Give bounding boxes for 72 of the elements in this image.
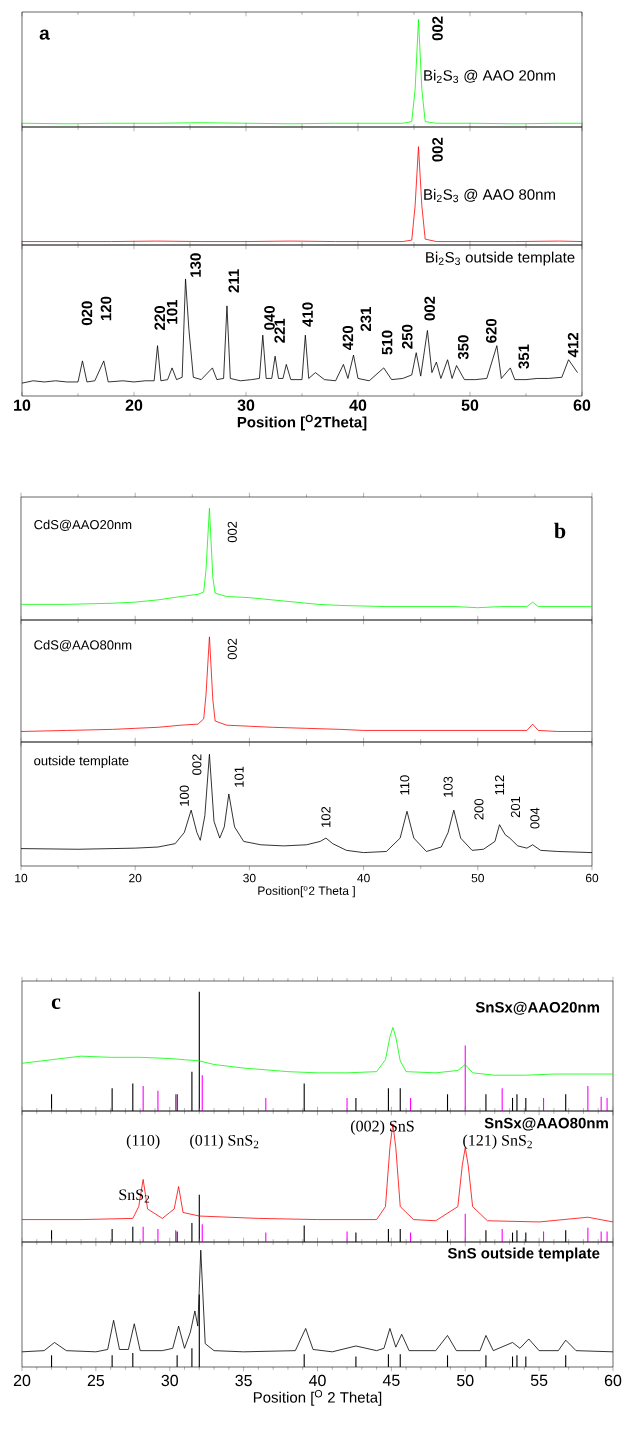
annotation: 100 xyxy=(179,785,189,806)
annotation: 101 xyxy=(166,299,178,324)
annotation: (011) SnS$_{2}$ xyxy=(190,1134,259,1149)
annotation: 250 xyxy=(401,324,413,349)
text: Bi$_{2}$S$_{3}$ outside template xyxy=(426,251,575,266)
text: 130 xyxy=(190,253,201,277)
annotation: 002 xyxy=(424,296,435,321)
annotation: (110) xyxy=(126,1134,160,1149)
annotation: 510 xyxy=(381,330,393,355)
annotation: 231 xyxy=(360,307,372,332)
annotation: b xyxy=(554,522,566,539)
text: SnSx@AAO20nm xyxy=(475,1001,600,1015)
annotation: 112 xyxy=(494,775,505,795)
annotation: 004 xyxy=(530,807,540,829)
x-tick-label: 10 xyxy=(15,873,28,883)
annotation: 350 xyxy=(457,335,469,360)
x-tick-label: 10 xyxy=(14,399,31,411)
x-tick-label: 30 xyxy=(243,873,256,883)
annotation: 211 xyxy=(228,269,239,293)
series-label: SnSx@AAO80nm xyxy=(484,1117,608,1131)
annotation: 120 xyxy=(100,296,112,321)
x-tick-label: 35 xyxy=(235,1374,252,1387)
annotation: c xyxy=(51,998,61,1009)
x-tick-label: 30 xyxy=(237,399,255,411)
x-axis-title: Position[$^{o}$2 Theta ] xyxy=(258,886,355,898)
annotation: 002 xyxy=(432,16,443,41)
annotation: 020 xyxy=(81,301,93,326)
text: CdS@AAO80nm xyxy=(34,640,132,652)
x-axis-title: Position [$^{O}$2Theta] xyxy=(237,414,367,431)
x-tick-label: 50 xyxy=(471,873,484,883)
x-tick-label: 20 xyxy=(129,873,142,883)
annotation: 221 xyxy=(274,318,285,343)
annotation: 002 xyxy=(227,521,237,543)
text: outside template xyxy=(34,755,129,768)
annotation: 220 xyxy=(154,306,166,330)
annotation: 420 xyxy=(342,325,354,351)
series-label: Bi$_{2}$S$_{3}$ @ AAO 80nm xyxy=(424,188,555,203)
x-tick-label: 45 xyxy=(382,1374,400,1386)
annotation: 102 xyxy=(321,806,331,827)
annotation: 110 xyxy=(400,775,410,795)
annotation: 410 xyxy=(302,302,313,327)
x-tick-label: 60 xyxy=(585,873,599,883)
x-tick-label: 30 xyxy=(161,1374,179,1387)
annotation: 201 xyxy=(510,796,521,818)
x-axis-title: Position [$^{O}$ 2 Theta] xyxy=(253,1390,382,1406)
x-tick-label: 20 xyxy=(125,399,143,411)
x-tick-label: 40 xyxy=(357,873,370,883)
x-tick-label: 40 xyxy=(349,399,367,411)
annotation: 002 xyxy=(432,137,443,162)
x-tick-label: 60 xyxy=(573,399,591,411)
x-tick-label: 55 xyxy=(530,1374,548,1386)
annotation: 040 xyxy=(264,306,275,330)
annotation: 101 xyxy=(234,766,244,787)
x-tick-label: 50 xyxy=(456,1374,474,1387)
x-tick-label: 25 xyxy=(87,1374,105,1387)
annotation: 351 xyxy=(518,344,530,369)
series-label: Bi$_{2}$S$_{3}$ @ AAO 20nm xyxy=(424,69,555,84)
annotation: 620 xyxy=(485,318,497,343)
x-tick-label: 50 xyxy=(461,399,479,411)
x-tick-label: 60 xyxy=(604,1374,622,1387)
x-tick-label: 20 xyxy=(13,1374,31,1387)
text: SnS outside template xyxy=(447,1247,600,1262)
annotation: 103 xyxy=(443,776,453,797)
annotation: 200 xyxy=(474,798,484,820)
annotation: (121) SnS$_{2}$ xyxy=(463,1134,532,1149)
text: CdS@AAO20nm xyxy=(34,519,132,531)
annotation: 412 xyxy=(567,332,579,358)
annotation: 002 xyxy=(227,638,237,660)
x-tick-label: 40 xyxy=(308,1374,326,1387)
annotation: 002 xyxy=(192,754,202,775)
annotation: a xyxy=(39,29,50,40)
annotation: SnS$_{2}$ xyxy=(119,1189,150,1203)
